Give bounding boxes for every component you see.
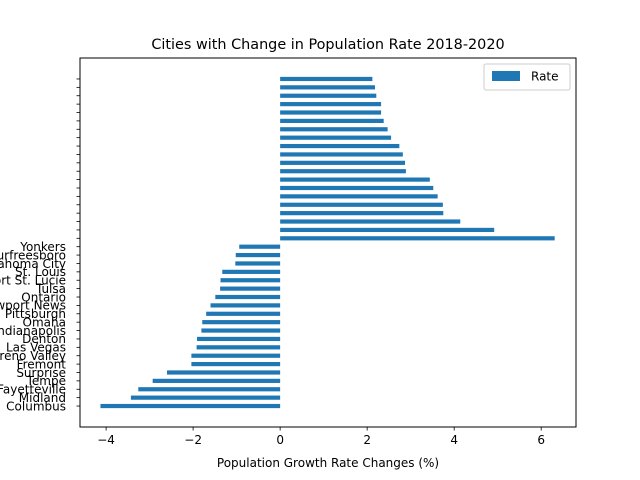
bar	[280, 211, 444, 216]
y-tick-label: Surprise	[16, 366, 66, 380]
y-tick-label: Oklahoma City	[0, 257, 66, 271]
bar	[138, 387, 281, 392]
bar	[280, 194, 438, 199]
y-tick-label: Newport News	[0, 299, 66, 313]
x-axis: −4 −2 0 2 4 6	[97, 427, 545, 447]
bar	[280, 227, 495, 233]
y-tick-label: Port St. Lucie	[0, 274, 66, 288]
bar	[280, 219, 461, 224]
legend-swatch	[492, 71, 520, 81]
x-tick-label: 0	[276, 433, 284, 447]
bar	[191, 353, 281, 358]
bar	[197, 336, 281, 342]
bar	[280, 135, 392, 140]
bar	[280, 185, 434, 191]
bar	[130, 395, 281, 400]
y-tick-label: Las Vegas	[6, 341, 66, 355]
x-tick-label: 6	[537, 433, 545, 447]
bar	[280, 202, 443, 207]
bar	[215, 294, 281, 300]
y-tick-label: Yonkers	[19, 240, 66, 254]
x-tick-label: 2	[363, 433, 371, 447]
y-tick-label: Moreno Valley	[0, 349, 66, 363]
bar	[220, 278, 281, 283]
bar	[202, 320, 281, 325]
plot-frame	[79, 57, 577, 428]
bar	[235, 252, 281, 258]
y-tick-label: Pittsburgh	[5, 307, 66, 321]
y-tick-label: Midland	[19, 391, 66, 405]
bar	[280, 177, 430, 182]
bar	[239, 244, 281, 249]
x-tick-label: 4	[450, 433, 458, 447]
bar	[222, 269, 281, 274]
y-tick-label: Tulsa	[35, 282, 66, 296]
y-tick-labels: ColumbusMidlandFayettevilleTempeSurprise…	[0, 78, 80, 413]
y-tick-label: Ontario	[21, 290, 66, 304]
y-tick-label: Fayetteville	[0, 383, 66, 397]
bar	[280, 76, 373, 82]
y-tick-label: Columbus	[6, 399, 66, 413]
chart-title: Cities with Change in Population Rate 20…	[151, 37, 504, 53]
legend-box	[483, 63, 571, 91]
bar	[280, 102, 382, 107]
y-tick-label: Omaha	[23, 315, 66, 329]
bar	[280, 110, 382, 115]
bar	[201, 328, 281, 333]
bar	[210, 303, 281, 308]
x-tick-label: −4	[97, 433, 115, 447]
legend-label: Rate	[531, 70, 559, 84]
bar	[280, 143, 400, 149]
y-tick-label: Denton	[22, 332, 66, 346]
bar	[100, 403, 281, 409]
y-tick-label: St. Louis	[15, 265, 66, 279]
bar	[167, 370, 281, 375]
bar	[280, 93, 377, 98]
bar	[220, 286, 281, 291]
bar	[280, 127, 388, 132]
bar	[196, 345, 281, 350]
bar	[280, 152, 403, 157]
bar	[206, 311, 281, 316]
x-axis-label: Population Growth Rate Changes (%)	[217, 456, 439, 470]
y-tick-label: Fremont	[17, 357, 67, 371]
bar	[152, 378, 281, 383]
legend: Rate	[483, 63, 571, 91]
bar	[280, 236, 555, 241]
bar	[280, 160, 406, 165]
bar	[280, 169, 406, 174]
y-tick-label: Tempe	[26, 374, 66, 388]
bar	[191, 362, 281, 367]
bar	[280, 118, 384, 123]
bar	[280, 85, 375, 90]
x-tick-label: −2	[184, 433, 202, 447]
bar	[235, 261, 281, 266]
y-tick-label: Indianapolis	[0, 324, 66, 338]
bars	[100, 76, 555, 409]
y-tick-label: Murfreesboro	[0, 248, 66, 262]
